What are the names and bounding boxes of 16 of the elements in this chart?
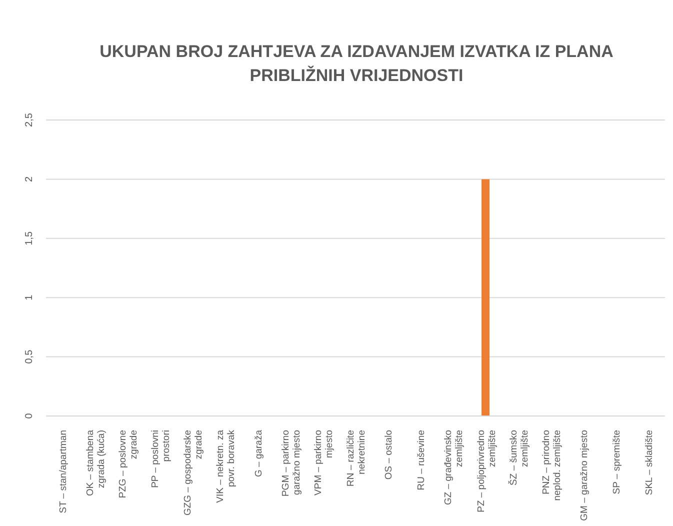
x-tick-label: OK – stambena zgrada (kuća) <box>84 429 107 496</box>
y-tick-label: 0,5 <box>24 349 35 364</box>
x-tick-label: GM – garažno mjesto <box>579 430 590 521</box>
x-tick-label: GZ – građevinsko zemljište <box>443 430 466 505</box>
y-tick-label: 2 <box>24 176 35 182</box>
chart-title: UKUPAN BROJ ZAHTJEVA ZA IZDAVANJEM IZVATKA IZ PLANA PRIBLIŽNIH VRIJEDNOSTI <box>98 41 614 87</box>
x-tick-label: SP – spremište <box>612 430 623 494</box>
y-tick-label: 1 <box>24 294 35 300</box>
x-tick-label: OS – ostalo <box>384 430 395 480</box>
y-tick-label: 2,5 <box>24 112 35 127</box>
y-tick-label: 0 <box>24 412 35 419</box>
x-tick-label: ST – stan/apartman <box>58 430 69 514</box>
x-tick-label: SKL – skladište <box>644 430 656 496</box>
y-tick-label: 1,5 <box>24 231 35 246</box>
x-tick-label: G – garaža <box>253 429 264 477</box>
x-tick-label: RU – ruševine <box>416 430 428 490</box>
